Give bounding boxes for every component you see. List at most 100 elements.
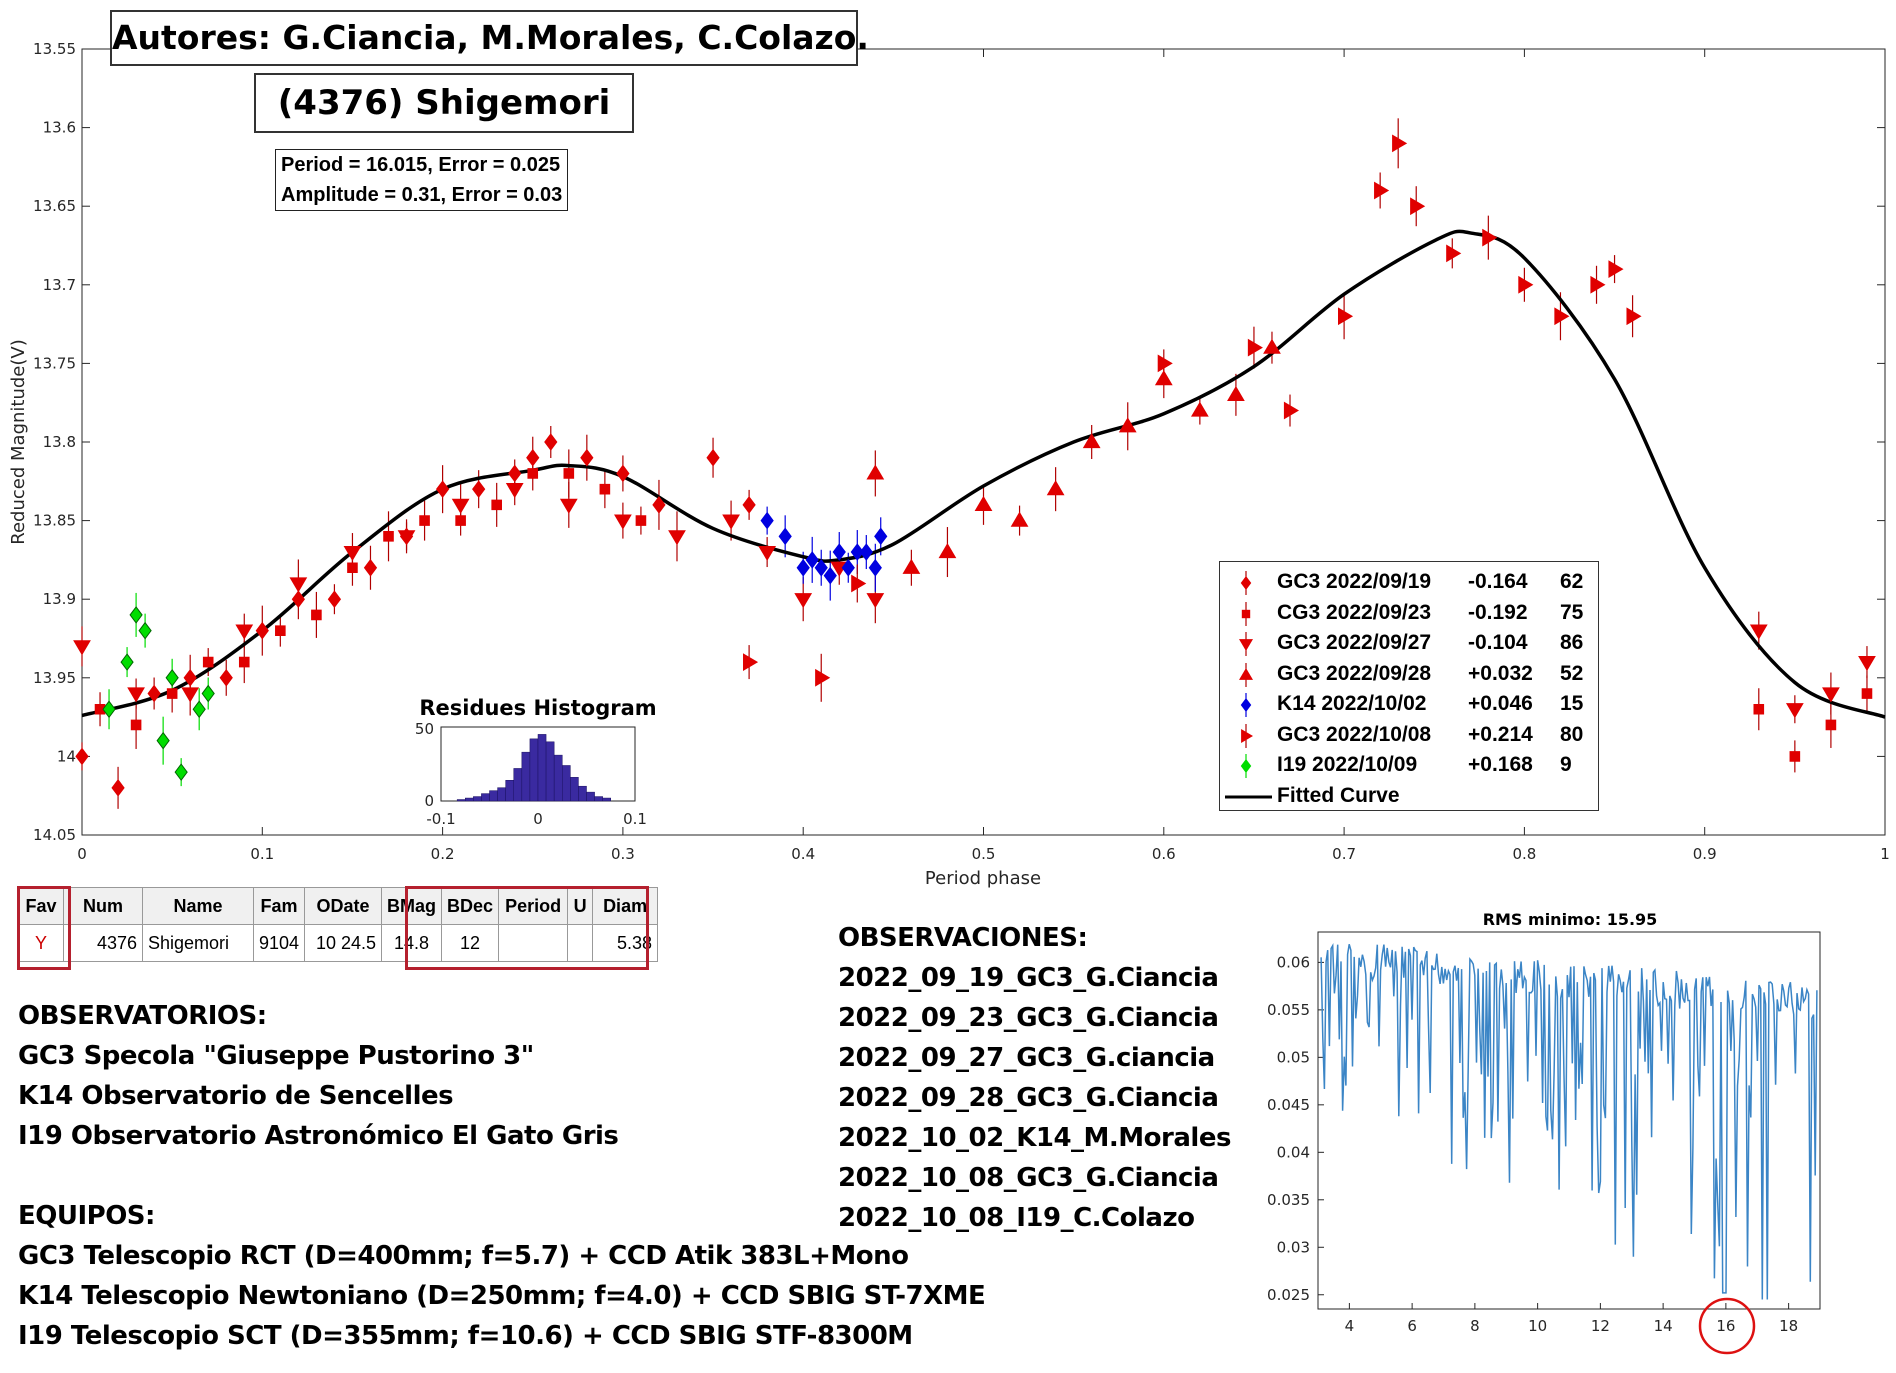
data-point [1118, 417, 1137, 433]
rms-x-tick-label: 16 [1716, 1317, 1735, 1335]
legend-count: 75 [1560, 600, 1584, 624]
data-point [635, 515, 647, 526]
data-point [508, 464, 522, 483]
cell-num: 4376 [63, 924, 143, 962]
legend-label: CG3 2022/09/23 [1277, 600, 1432, 624]
x-tick-label: 0.6 [1152, 845, 1176, 863]
cell-bmag: 14.8 [381, 924, 443, 962]
data-point [796, 558, 810, 577]
cell-period [498, 924, 569, 962]
col-odate: ODate [304, 887, 383, 925]
legend-marker-shape [1240, 576, 1252, 590]
object-title: (4376) Shigemori [254, 73, 634, 133]
histogram-bar [570, 777, 579, 802]
y-tick-label: 14 [57, 747, 76, 765]
rms-y-tick-label: 0.04 [1277, 1143, 1310, 1161]
data-point [111, 779, 125, 797]
observacion-item: 2022_09_27_GC3_G.ciancia [838, 1043, 1215, 1073]
fitted-curve [81, 229, 1886, 719]
data-point [1338, 307, 1354, 326]
data-point [859, 543, 873, 561]
data-point [102, 700, 116, 719]
data-point [73, 640, 91, 656]
histogram-bar [537, 734, 547, 802]
col-u: U [567, 887, 594, 925]
info-header-row: Fav Num Name Fam ODate BMag BDec Period … [18, 887, 659, 925]
equipo-item: I19 Telescopio SCT (D=355mm; f=10.6) + C… [18, 1321, 913, 1351]
legend-marker [1241, 723, 1253, 748]
data-point [874, 527, 888, 546]
data-point [1858, 655, 1876, 672]
data-point [1010, 511, 1029, 527]
hist-y-tick-50: 50 [415, 720, 434, 738]
data-point [722, 514, 740, 530]
data-point [778, 527, 792, 546]
rms-title: RMS minimo: 15.95 [1483, 910, 1658, 929]
cell-odate: 10 24.5 [304, 924, 383, 962]
data-point [1446, 244, 1462, 263]
cell-bdec: 12 [441, 924, 500, 962]
data-point [1753, 703, 1765, 715]
data-point [147, 684, 161, 703]
data-point [1263, 338, 1281, 354]
histogram-bar [489, 790, 498, 802]
legend-marker [1240, 754, 1252, 778]
rms-plot: RMS minimo: 15.95 4 6 8 10 12 14 16 18 0.06 0.055… [1267, 910, 1821, 1355]
data-point [758, 545, 777, 562]
x-tick-label: 0.3 [611, 845, 635, 863]
data-point [743, 653, 759, 671]
legend-entry: CG3 2022/09/23 -0.192 75 [1220, 599, 1598, 629]
legend-marker [1240, 693, 1252, 717]
data-point [174, 763, 188, 781]
observatorio-item: K14 Observatorio de Sencelles [18, 1081, 454, 1111]
data-point [127, 687, 145, 703]
data-point [868, 558, 882, 577]
data-point [1749, 624, 1768, 640]
data-point [1608, 260, 1624, 278]
data-point [1590, 275, 1606, 294]
rms-x-tick-label: 6 [1407, 1317, 1417, 1335]
observatorios-block: OBSERVATORIOS: GC3 Specola "Giuseppe Pus… [18, 996, 619, 1156]
legend-count: 15 [1560, 692, 1584, 715]
data-point [138, 621, 152, 640]
cell-fam: 9104 [252, 924, 306, 962]
data-point [363, 558, 378, 577]
amplitude-line: Amplitude = 0.31, Error = 0.03 [281, 184, 563, 206]
data-point [1861, 688, 1873, 699]
col-period: Period [498, 887, 569, 925]
equipos-title: EQUIPOS: [18, 1201, 155, 1231]
legend-offset: -0.192 [1468, 600, 1528, 624]
data-point [94, 703, 106, 715]
data-point [451, 498, 470, 514]
rms-x-tick-label: 4 [1345, 1317, 1355, 1335]
data-point [255, 621, 269, 640]
data-point [130, 719, 142, 731]
data-point [1825, 719, 1837, 731]
observacion-item: 2022_09_19_GC3_G.Ciancia [838, 963, 1219, 993]
histogram-bar [586, 791, 595, 802]
col-bmag: BMag [381, 887, 443, 925]
data-point [347, 562, 358, 574]
x-tick-label: 0.4 [791, 845, 815, 863]
x-tick-label: 0.8 [1512, 845, 1536, 863]
observaciones-title: OBSERVACIONES: [838, 923, 1088, 953]
data-point [866, 593, 885, 609]
x-tick-label: 0.7 [1332, 845, 1356, 863]
observacion-item: 2022_10_02_K14_M.Morales [838, 1123, 1231, 1153]
data-point [1247, 338, 1263, 357]
x-tick-label: 0.1 [250, 845, 274, 863]
observatorio-item: I19 Observatorio Astronómico El Gato Gri… [18, 1121, 619, 1151]
rms-x-tick-label: 12 [1591, 1317, 1610, 1335]
histogram-bar [521, 751, 531, 802]
histogram-bar [497, 787, 506, 802]
histogram-bar [594, 796, 603, 802]
data-point [505, 483, 524, 499]
data-point [1789, 751, 1801, 762]
legend-marker-shape [1241, 728, 1253, 743]
rms-series-line [1320, 943, 1818, 1300]
observatorio-item: GC3 Specola "Giuseppe Pustorino 3" [18, 1041, 534, 1071]
y-tick-label: 14.05 [33, 826, 76, 844]
data-point [311, 609, 322, 621]
data-point [472, 480, 486, 498]
legend-marker [1239, 632, 1253, 656]
